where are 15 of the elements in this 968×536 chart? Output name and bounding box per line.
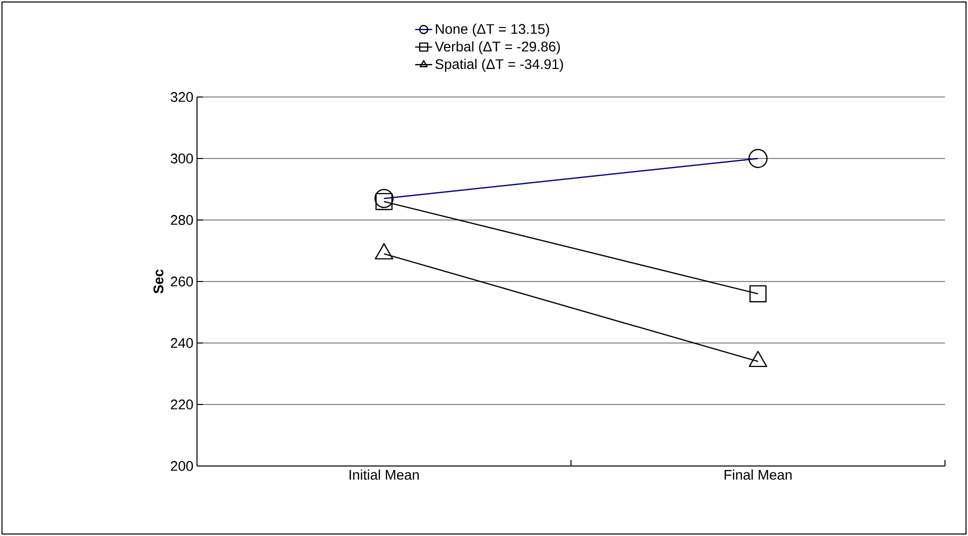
y-tick-label: 300 xyxy=(170,154,193,164)
legend-label: Verbal (ΔT = -29.86) xyxy=(434,41,560,54)
legend-label: Spatial (ΔT = -34.91) xyxy=(435,58,563,72)
x-tick-label: Initial Mean xyxy=(350,470,419,480)
y-axis-title: Sec xyxy=(153,270,164,294)
y-tick-label: 200 xyxy=(170,461,193,471)
y-tick-label: 260 xyxy=(170,276,193,286)
y-tick-label: 280 xyxy=(170,215,193,225)
point xyxy=(375,192,393,210)
y-tick-label: 240 xyxy=(170,338,193,348)
point xyxy=(749,285,767,302)
y-tick-label: 220 xyxy=(170,400,193,410)
x-tick-label: Final Mean xyxy=(724,470,792,480)
legend-label: None (ΔT = 13.15) xyxy=(436,24,550,37)
y-tick-label: 320 xyxy=(170,92,193,102)
